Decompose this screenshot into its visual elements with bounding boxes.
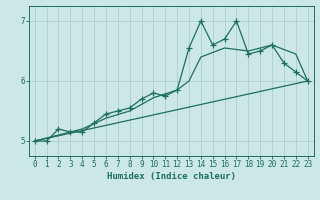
- X-axis label: Humidex (Indice chaleur): Humidex (Indice chaleur): [107, 172, 236, 181]
